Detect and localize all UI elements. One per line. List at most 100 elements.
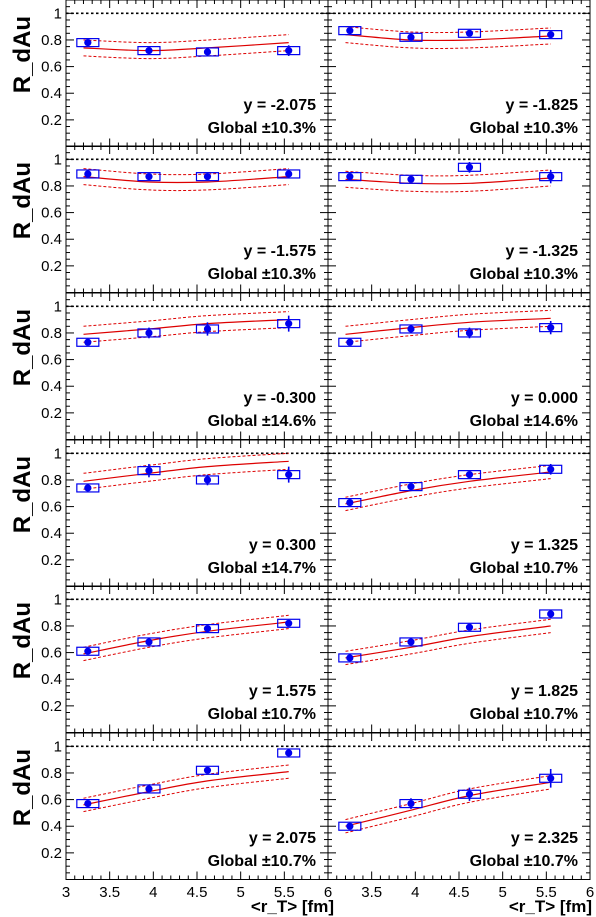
y-tick-label: 1 <box>54 738 62 755</box>
x-tick-label: 3.5 <box>99 884 120 901</box>
y-tick-label: 0.6 <box>41 792 62 809</box>
data-marker <box>84 799 92 808</box>
syst-box <box>539 609 563 619</box>
model-upper-band <box>83 34 289 44</box>
data-point <box>277 466 301 483</box>
syst-box <box>137 172 161 182</box>
model-upper-band <box>345 169 551 177</box>
y-tick-label: 0.8 <box>41 765 62 782</box>
syst-box <box>137 46 161 56</box>
model-lower-band <box>83 327 289 343</box>
data-point <box>76 38 100 48</box>
rapidity-label: y = -1.825 <box>506 97 579 114</box>
y-tick-label: 0.2 <box>41 552 62 569</box>
data-marker <box>285 471 293 479</box>
data-point <box>277 169 301 179</box>
y-tick-label: 1 <box>54 445 62 462</box>
model-upper-band <box>345 309 551 327</box>
y-axis-title: R_dAu <box>9 749 36 826</box>
data-point <box>457 470 482 480</box>
model-upper-band <box>345 26 551 34</box>
syst-box <box>399 174 423 184</box>
x-tick-label: 5.5 <box>274 884 295 901</box>
model-lower-band <box>345 632 551 666</box>
data-marker <box>346 27 354 35</box>
y-tick-label: 0.8 <box>41 32 62 49</box>
data-point <box>399 174 423 184</box>
model-upper-band <box>83 311 289 327</box>
rapidity-label: y = -1.575 <box>244 243 317 260</box>
y-tick-label: 0.2 <box>41 698 62 715</box>
data-marker <box>84 39 92 47</box>
data-marker <box>346 498 354 507</box>
data-point <box>539 768 563 788</box>
global-uncertainty-label: Global ±10.3% <box>208 120 316 137</box>
syst-box <box>399 32 423 42</box>
data-marker <box>84 170 92 178</box>
y-tick-label: 0.8 <box>41 178 62 195</box>
y-tick-label: 0.6 <box>41 205 62 222</box>
model-lower-band <box>83 777 289 813</box>
data-point <box>76 646 100 656</box>
data-point <box>457 327 482 339</box>
y-tick-label: 0.2 <box>41 845 62 862</box>
x-tick-label: 4.5 <box>449 884 470 901</box>
data-marker <box>407 325 415 333</box>
data-point <box>277 618 301 628</box>
data-marker <box>285 320 293 328</box>
data-marker <box>285 47 293 55</box>
global-uncertainty-label: Global ±10.7% <box>470 706 578 723</box>
data-marker <box>547 465 555 473</box>
panel-3: y = -1.325 Global ±10.3% <box>327 145 591 293</box>
rapidity-label: y = 2.075 <box>249 830 316 847</box>
data-marker <box>285 619 293 627</box>
y-tick-label: 0.6 <box>41 59 62 76</box>
model-central-line <box>345 317 551 335</box>
data-marker <box>547 324 555 332</box>
model-central-line <box>83 771 289 806</box>
data-point <box>76 798 100 809</box>
model-lower-band <box>345 325 551 343</box>
y-tick-label: 1 <box>54 151 62 168</box>
y-tick-label: 0.6 <box>41 499 62 516</box>
panel-9: y = 1.825 Global ±10.7% <box>327 585 591 733</box>
syst-box <box>457 28 482 38</box>
syst-box <box>338 497 362 508</box>
data-marker <box>203 325 212 333</box>
global-uncertainty-label: Global ±14.7% <box>208 560 316 577</box>
syst-box <box>399 324 423 334</box>
y-tick-label: 0.8 <box>41 325 62 342</box>
data-marker <box>407 175 415 183</box>
rapidity-label: y = 1.325 <box>511 537 578 554</box>
model-central-line <box>83 176 289 184</box>
data-marker <box>547 31 555 39</box>
axes-labels-layer: <r_T> [fm] <r_T> [fm] <box>251 897 592 916</box>
y-axis-title: R_dAu <box>9 162 36 239</box>
x-tick-label: 4.5 <box>187 884 208 901</box>
data-point <box>338 497 362 508</box>
syst-box <box>277 618 301 628</box>
data-point <box>338 172 362 182</box>
y-axis-title: R_dAu <box>9 456 36 533</box>
data-marker <box>145 785 153 793</box>
syst-box <box>277 169 301 179</box>
data-point <box>137 637 161 647</box>
rapidity-label: y = -0.300 <box>244 390 317 407</box>
data-marker <box>407 638 415 646</box>
model-lower-band <box>83 468 289 490</box>
data-marker <box>203 173 212 181</box>
data-marker <box>145 329 153 337</box>
data-marker <box>203 476 212 484</box>
model-central-line <box>345 625 551 659</box>
rapidity-label: y = 0.000 <box>511 390 578 407</box>
model-central-line <box>83 42 289 52</box>
data-point <box>457 622 482 632</box>
y-tick-label: 1 <box>54 5 62 22</box>
data-point <box>195 624 220 634</box>
y-tick-label: 0.8 <box>41 472 62 489</box>
y-tick-label: 0.4 <box>41 525 62 542</box>
global-uncertainty-label: Global ±14.6% <box>470 413 578 430</box>
data-point <box>76 169 100 179</box>
